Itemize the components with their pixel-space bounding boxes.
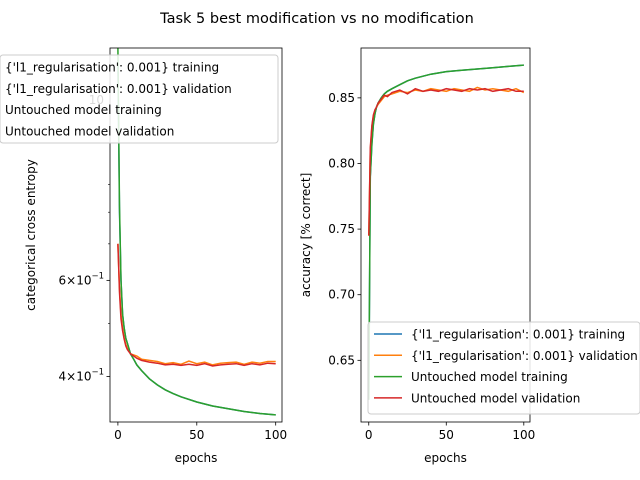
legend-entry: {'l1_regularisation': 0.001} validation [411, 349, 638, 363]
x-axis-label: epochs [175, 451, 218, 465]
series-line-3 [368, 87, 524, 236]
axes-frame [360, 47, 531, 423]
y-tick-label: 0.70 [328, 288, 355, 302]
series-line-3 [117, 243, 276, 367]
legend-entry: {'l1_regularisation': 0.001} validation [5, 82, 232, 96]
accuracy-panel: 0 50 100 epochs 0.65 0.70 0.75 0.80 0.85 accuracy… [299, 47, 640, 465]
legend-entry: Untouched model validation [411, 391, 580, 405]
series-line-2 [117, 47, 276, 416]
x-tick-label: 0 [114, 428, 122, 442]
x-tick-label: 0 [365, 428, 373, 442]
axes-frame [109, 47, 283, 423]
legend-entry: Untouched model validation [5, 124, 174, 138]
series-line-1 [117, 243, 276, 366]
legend: {'l1_regularisation': 0.001} training {'l… [0, 54, 279, 144]
y-axis-label: accuracy [% correct] [299, 173, 313, 298]
legend-box [367, 321, 640, 415]
x-axis-label: epochs [424, 451, 467, 465]
x-tick-label: 100 [264, 428, 287, 442]
x-tick-label: 100 [512, 428, 535, 442]
legend-entry: Untouched model training [411, 370, 568, 384]
legend-entry: {'l1_regularisation': 0.001} training [411, 328, 625, 342]
legend-entry: {'l1_regularisation': 0.001} training [5, 61, 219, 75]
legend-box [0, 54, 279, 144]
y-tick-label: 0.85 [328, 91, 355, 105]
y-axis-label: categorical cross entropy [24, 159, 38, 311]
x-tick-label: 50 [189, 428, 204, 442]
y-tick-label: 4×10−1 [59, 367, 105, 383]
legend-entry: Untouched model training [5, 103, 162, 117]
legend: {'l1_regularisation': 0.001} training {'l… [367, 321, 640, 415]
series-line-1 [368, 86, 525, 236]
y-tick-label: 6×10−1 [59, 271, 105, 287]
x-tick-label: 50 [439, 428, 454, 442]
y-tick-label: 0.75 [328, 222, 355, 236]
figure-title: Task 5 best modification vs no modificat… [159, 11, 474, 27]
series-line-2 [368, 64, 524, 400]
y-tick-label: 0.80 [328, 156, 355, 170]
y-tick-label: 0.65 [328, 353, 355, 367]
